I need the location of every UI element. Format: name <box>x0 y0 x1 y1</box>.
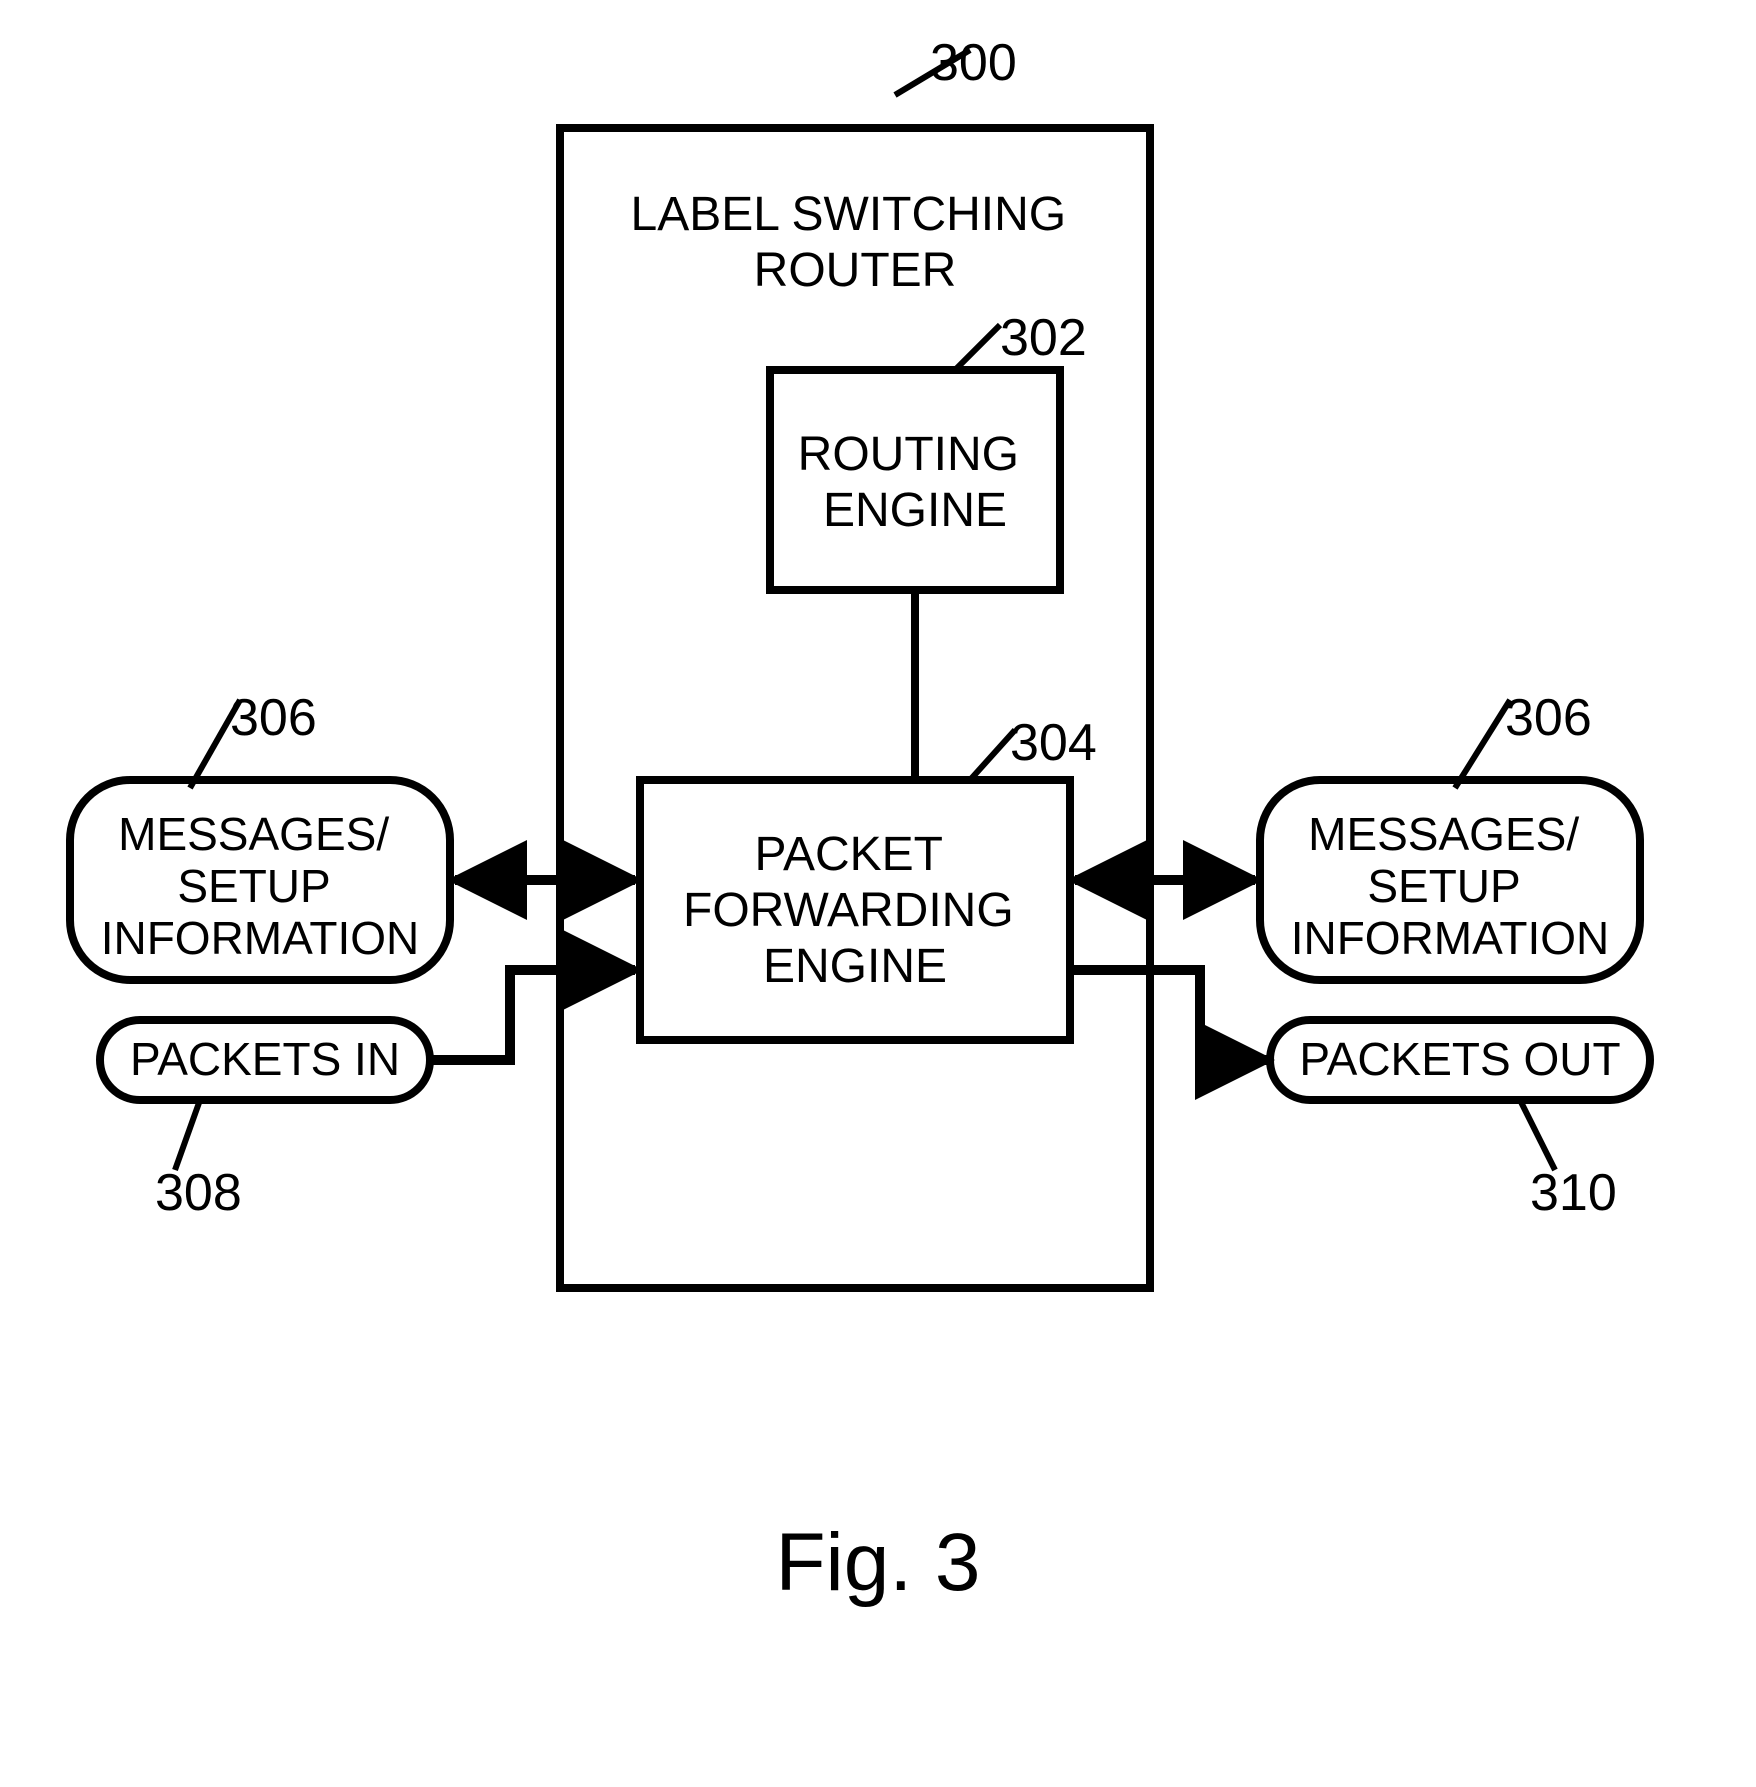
fwd-l3: ENGINE <box>763 940 947 993</box>
ref-306-right-tick <box>1455 700 1510 788</box>
ref-302-tick <box>955 325 1000 370</box>
ref-310-tick <box>1520 1100 1555 1170</box>
forwarding-engine-label: PACKET FORWARDING ENGINE <box>683 828 1027 993</box>
ref-308: 308 <box>155 1164 242 1222</box>
arrow-packets-in <box>430 970 635 1060</box>
fwd-l2: FORWARDING <box>683 884 1014 937</box>
msg-left-l3: INFORMATION <box>101 912 420 964</box>
routing-engine-l2: ENGINE <box>823 484 1007 537</box>
packets-in-label: PACKETS IN <box>130 1033 400 1085</box>
figure-caption: Fig. 3 <box>775 1517 980 1608</box>
router-box <box>560 128 1150 1288</box>
msg-left-l2: SETUP <box>177 860 330 912</box>
fwd-l1: PACKET <box>755 828 943 881</box>
arrow-packets-out <box>1070 970 1267 1060</box>
router-title-l2: ROUTER <box>754 244 957 297</box>
ref-304: 304 <box>1010 714 1097 772</box>
ref-302: 302 <box>1000 309 1087 367</box>
routing-engine-label: ROUTING ENGINE <box>798 428 1033 537</box>
ref-304-tick <box>970 730 1015 780</box>
ref-310: 310 <box>1530 1164 1617 1222</box>
msg-right-label: MESSAGES/ SETUP INFORMATION <box>1291 808 1610 964</box>
msg-right-l1: MESSAGES/ <box>1308 808 1579 860</box>
msg-left-label: MESSAGES/ SETUP INFORMATION <box>101 808 420 964</box>
msg-right-l3: INFORMATION <box>1291 912 1610 964</box>
msg-right-l2: SETUP <box>1367 860 1520 912</box>
ref-308-tick <box>175 1100 200 1170</box>
msg-left-l1: MESSAGES/ <box>118 808 389 860</box>
router-title-l1: LABEL SWITCHING <box>631 188 1067 241</box>
ref-306-left: 306 <box>230 689 317 747</box>
routing-engine-l1: ROUTING <box>798 428 1019 481</box>
packets-out-label: PACKETS OUT <box>1299 1033 1620 1085</box>
router-title: LABEL SWITCHING ROUTER <box>631 188 1080 297</box>
ref-306-right: 306 <box>1505 689 1592 747</box>
